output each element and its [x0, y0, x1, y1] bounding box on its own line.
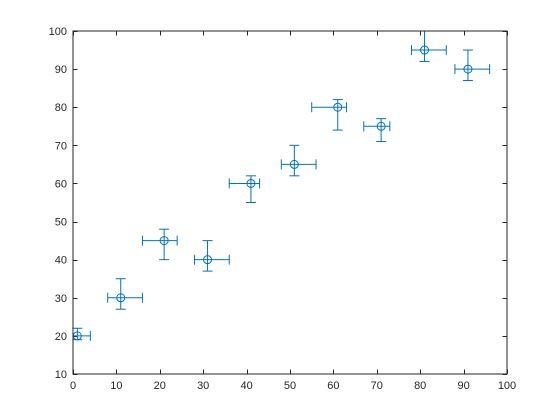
x-tick-label: 60: [327, 380, 339, 392]
point-marker: [420, 45, 430, 55]
data-point: [280, 144, 317, 177]
data-point: [311, 99, 347, 131]
y-tick-label: 80: [55, 102, 67, 114]
point-marker: [246, 178, 256, 188]
x-tick-label: 90: [457, 380, 469, 392]
y-tick-label: 40: [55, 255, 67, 267]
point-marker: [203, 255, 213, 265]
data-point: [141, 228, 178, 261]
y-tick-label: 30: [55, 293, 67, 305]
data-point: [363, 118, 391, 143]
y-tick-labels: 10 20 30 40 50 60 70 80 90 100: [49, 26, 67, 381]
point-marker: [463, 64, 473, 74]
point-marker: [116, 293, 126, 303]
axes-box: [72, 30, 508, 375]
data-point: [411, 30, 447, 62]
y-tick-label: 50: [55, 217, 67, 229]
y-tick-label: 90: [55, 64, 67, 76]
x-tick-label: 30: [197, 380, 209, 392]
x-tick-label: 80: [414, 380, 426, 392]
x-tick-label: 50: [284, 380, 296, 392]
y-tick-label: 20: [55, 331, 67, 343]
x-tick-label: 70: [371, 380, 383, 392]
point-marker: [159, 236, 169, 246]
y-tick-label: 60: [55, 178, 67, 190]
data-point: [194, 240, 230, 272]
plot-area: [73, 31, 507, 374]
x-tick-labels: 0 10 20 30 40 50 60 70 80 90 100: [70, 380, 516, 392]
y-tick-label: 10: [55, 369, 67, 381]
y-tick-label: 100: [49, 26, 67, 38]
point-marker: [333, 102, 343, 112]
x-tick-label: 20: [154, 380, 166, 392]
data-point: [454, 49, 491, 82]
point-marker: [289, 159, 299, 169]
data-point: [107, 278, 143, 310]
point-marker: [376, 121, 386, 131]
x-tick-label: 10: [110, 380, 122, 392]
x-tick-label: 0: [70, 380, 76, 392]
y-tick-label: 70: [55, 140, 67, 152]
x-tick-label: 40: [240, 380, 252, 392]
x-tick-label: 100: [498, 380, 516, 392]
data-series: [72, 30, 491, 341]
data-point: [228, 175, 261, 203]
